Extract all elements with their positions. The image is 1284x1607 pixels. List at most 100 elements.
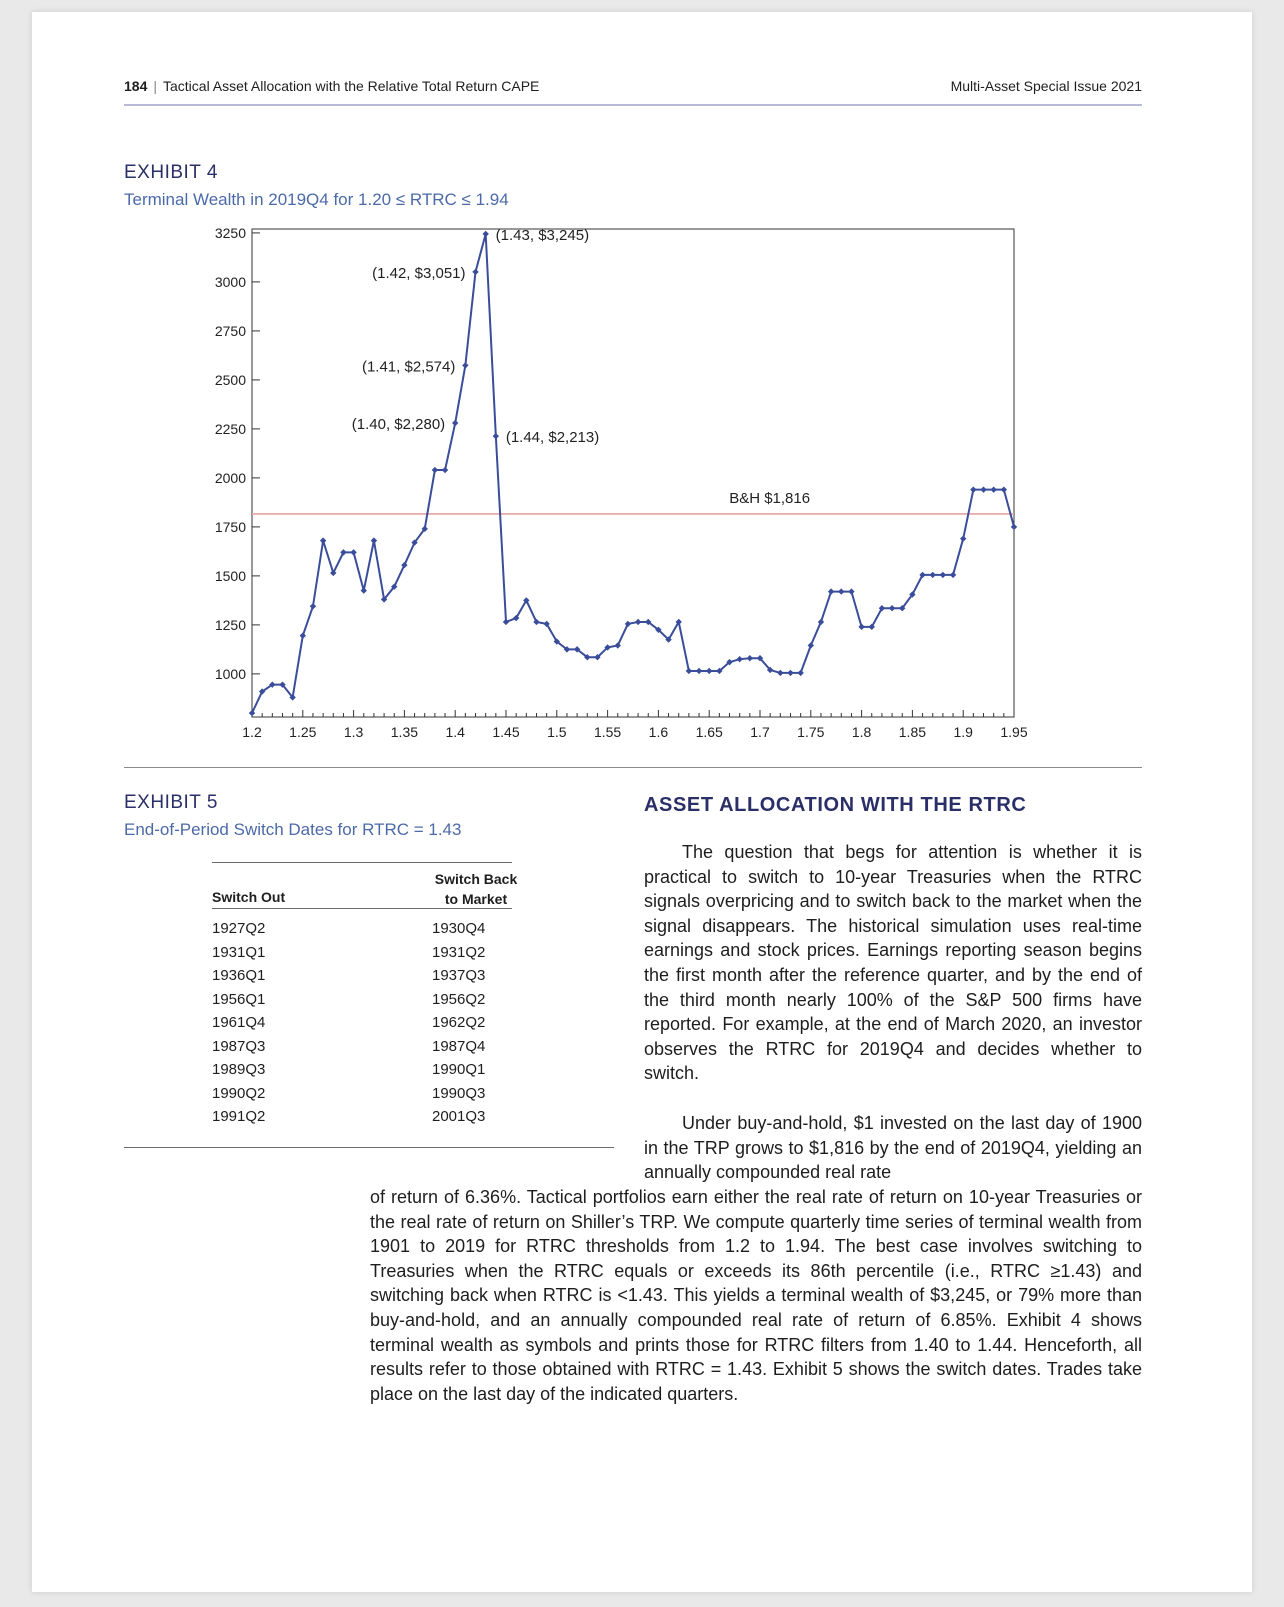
header-line: to Market: [444, 891, 508, 907]
switch-out-date: 1991Q2: [212, 1108, 266, 1125]
exhibit5-subtitle: End-of-Period Switch Dates for RTRC = 1.…: [124, 820, 462, 839]
exhibit5-label: EXHIBIT 5: [124, 792, 218, 813]
issue-label: Multi-Asset Special Issue 2021: [950, 78, 1142, 94]
data-point-marker: [340, 549, 347, 556]
paragraph-2-continued: of return of 6.36%. Tactical portfolios …: [370, 1187, 1142, 1404]
buy-and-hold-label: B&H $1,816: [729, 490, 810, 507]
data-point-marker: [289, 694, 296, 701]
data-point-marker: [746, 655, 754, 662]
data-point-marker: [360, 587, 367, 594]
data-point-marker: [1010, 523, 1018, 531]
journal-page: 184 | Tactical Asset Allocation with the R…: [32, 12, 1252, 1592]
data-point-marker: [797, 669, 804, 677]
data-point-marker: [736, 655, 743, 663]
switch-out-date: 1931Q1: [212, 943, 266, 961]
exhibit4-label: EXHIBIT 4: [124, 162, 218, 183]
y-tick-label: 1000: [215, 666, 246, 682]
y-tick-label: 1750: [215, 519, 246, 535]
data-point-marker: [939, 571, 947, 579]
y-tick-label: 1500: [215, 568, 246, 584]
data-point-marker: [685, 667, 693, 675]
header-rule: [124, 104, 1142, 106]
data-point-marker: [431, 466, 439, 474]
switch-out-date: 1927Q2: [212, 920, 266, 937]
data-point-marker: [492, 432, 500, 440]
switch-out-column: 1927Q2 1931Q1 1936Q1 1956Q1 1961Q4 1987Q3 1989…: [212, 917, 265, 1129]
data-point-marker: [756, 655, 764, 662]
switch-back-column: 1930Q4 1931Q2 1937Q3 1956Q2 1962Q2 1987Q4 1990…: [432, 917, 485, 1129]
data-point-marker: [482, 230, 489, 238]
plot-frame: [251, 228, 1015, 718]
exhibit4-subtitle: Terminal Wealth in 2019Q4 for 1.20 ≤ RTR…: [124, 190, 509, 209]
data-point-marker: [1000, 486, 1008, 493]
y-tick-label: 2750: [215, 323, 246, 339]
data-point-marker: [452, 419, 459, 427]
y-tick-label: 1250: [215, 617, 246, 633]
data-point-marker: [614, 642, 621, 649]
x-tick-label: 1.5: [547, 724, 567, 740]
data-point-marker: [787, 669, 794, 677]
switch-back-date: 1956Q2: [432, 990, 486, 1008]
y-tick-label: 2250: [215, 421, 246, 437]
x-tick-label: 1.65: [696, 724, 723, 740]
data-point-marker: [706, 667, 713, 675]
data-point-marker: [319, 537, 327, 544]
data-point-marker: [573, 646, 581, 653]
switch-out-date: 1990Q2: [212, 1084, 266, 1102]
data-point-marker: [888, 605, 896, 612]
data-point-marker: [533, 618, 540, 626]
switch-back-date: 1930Q4: [432, 920, 486, 937]
data-point-marker: [807, 642, 814, 649]
data-point-marker: [949, 571, 957, 579]
data-point-marker: [970, 486, 977, 493]
data-point-marker: [299, 632, 306, 639]
x-tick-label: 1.45: [492, 724, 519, 740]
header-separator: |: [153, 78, 157, 94]
switch-back-date: 1962Q2: [432, 1014, 486, 1031]
y-tick-label: 3250: [215, 225, 246, 241]
x-tick-label: 1.8: [852, 724, 872, 740]
data-point-marker: [777, 669, 784, 677]
running-header: 184 | Tactical Asset Allocation with the R…: [124, 78, 539, 94]
x-tick-label: 1.75: [797, 724, 824, 740]
data-point-marker: [645, 618, 652, 626]
switch-back-date: 1990Q1: [432, 1061, 486, 1078]
x-tick-label: 1.55: [594, 724, 621, 740]
table-top-rule: [212, 862, 512, 863]
article-title: Tactical Asset Allocation with the Relat…: [163, 78, 540, 94]
x-tick-label: 1.6: [649, 724, 669, 740]
y-tick-label: 3000: [215, 274, 246, 290]
data-point-marker: [766, 666, 774, 674]
data-point-marker: [258, 688, 266, 695]
data-point-marker: [726, 658, 733, 666]
data-point-marker: [848, 588, 855, 595]
switch-back-date: 1990Q3: [432, 1084, 486, 1102]
section-title: ASSET ALLOCATION WITH THE RTRC: [644, 794, 1027, 816]
data-point-marker: [401, 561, 408, 569]
switch-out-date: 1936Q1: [212, 967, 266, 984]
data-point-marker: [960, 535, 967, 542]
switch-back-date: 1937Q3: [432, 967, 486, 984]
point-annotation: (1.41, $2,574): [362, 358, 455, 375]
x-tick-label: 1.85: [899, 724, 926, 740]
table-header-switch-out: Switch Out: [212, 889, 286, 905]
table-header-switch-back: Switch Back to Market: [420, 869, 532, 909]
data-point-marker: [472, 268, 479, 276]
data-point-marker: [380, 596, 388, 603]
point-annotation: (1.40, $2,280): [352, 416, 445, 433]
data-point-marker: [878, 605, 886, 612]
data-point-marker: [838, 588, 845, 595]
data-point-marker: [502, 618, 510, 626]
paragraph-1: The question that begs for attention is …: [644, 842, 1142, 1084]
section-divider: [124, 767, 1142, 768]
header-line: Switch Back: [434, 871, 518, 887]
page-number: 184: [124, 78, 148, 94]
y-tick-label: 2000: [215, 470, 246, 486]
data-point-marker: [462, 362, 469, 369]
data-point-marker: [370, 537, 378, 544]
data-point-marker: [624, 620, 632, 628]
x-tick-label: 1.35: [391, 724, 418, 740]
switch-back-date: 2001Q3: [432, 1108, 486, 1125]
data-point-marker: [817, 618, 825, 626]
data-point-marker: [543, 620, 550, 628]
